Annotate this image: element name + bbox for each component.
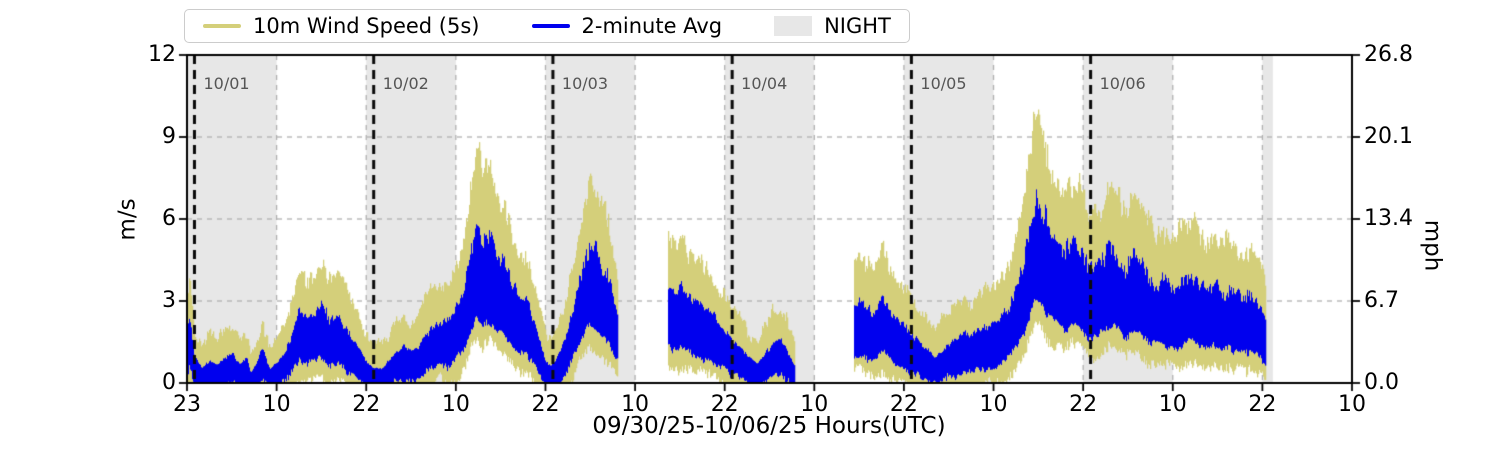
y-tick-label-ms: 12	[148, 42, 176, 67]
x-tick-label: 22	[531, 392, 560, 417]
legend: 10m Wind Speed (5s) 2-minute Avg NIGHT	[184, 9, 910, 43]
y-tick-label-mph: 20.1	[1364, 124, 1413, 149]
y-tick-label-ms: 3	[162, 288, 176, 313]
x-tick-label: 10	[800, 392, 829, 417]
x-tick-label: 22	[352, 392, 381, 417]
y-tick-label-mph: 6.7	[1364, 288, 1399, 313]
night-patch-swatch-icon	[774, 16, 813, 36]
x-tick-label: 10	[262, 392, 291, 417]
x-tick-label: 22	[889, 392, 918, 417]
legend-item-wind-5s: 10m Wind Speed (5s)	[203, 14, 480, 38]
x-tick-label: 10	[441, 392, 470, 417]
y-tick-label-ms: 0	[162, 370, 176, 395]
wind-5s-line-swatch-icon	[203, 24, 241, 28]
date-marker-label: 10/02	[382, 74, 429, 93]
date-marker-label: 10/01	[203, 74, 250, 93]
legend-label-wind-5s: 10m Wind Speed (5s)	[253, 14, 480, 38]
legend-label-2min-avg: 2-minute Avg	[581, 14, 723, 38]
date-marker-label: 10/03	[561, 74, 609, 93]
legend-item-night: NIGHT	[774, 14, 891, 38]
legend-label-night: NIGHT	[824, 14, 891, 38]
y-tick-label-mph: 26.8	[1364, 42, 1413, 67]
x-tick-label: 10	[979, 392, 1008, 417]
date-marker-label: 10/06	[1099, 74, 1146, 93]
date-marker-label: 10/04	[741, 74, 788, 93]
x-tick-label: 10	[1158, 392, 1187, 417]
x-axis-label: 09/30/25-10/06/25 Hours(UTC)	[592, 413, 946, 439]
y-tick-label-mph: 0.0	[1364, 370, 1399, 395]
x-tick-label: 10	[621, 392, 650, 417]
x-tick-label: 23	[173, 392, 201, 417]
y-tick-label-ms: 9	[162, 124, 176, 149]
y-tick-label-ms: 6	[162, 206, 176, 231]
avg-line-swatch-icon	[531, 24, 570, 28]
x-tick-label: 22	[710, 392, 739, 417]
x-tick-label: 10	[1338, 392, 1366, 417]
x-tick-label: 22	[1248, 392, 1277, 417]
legend-item-2min-avg: 2-minute Avg	[531, 14, 723, 38]
y-tick-label-mph: 13.4	[1364, 206, 1413, 231]
date-marker-label: 10/05	[920, 74, 967, 93]
x-tick-label: 22	[1069, 392, 1098, 417]
